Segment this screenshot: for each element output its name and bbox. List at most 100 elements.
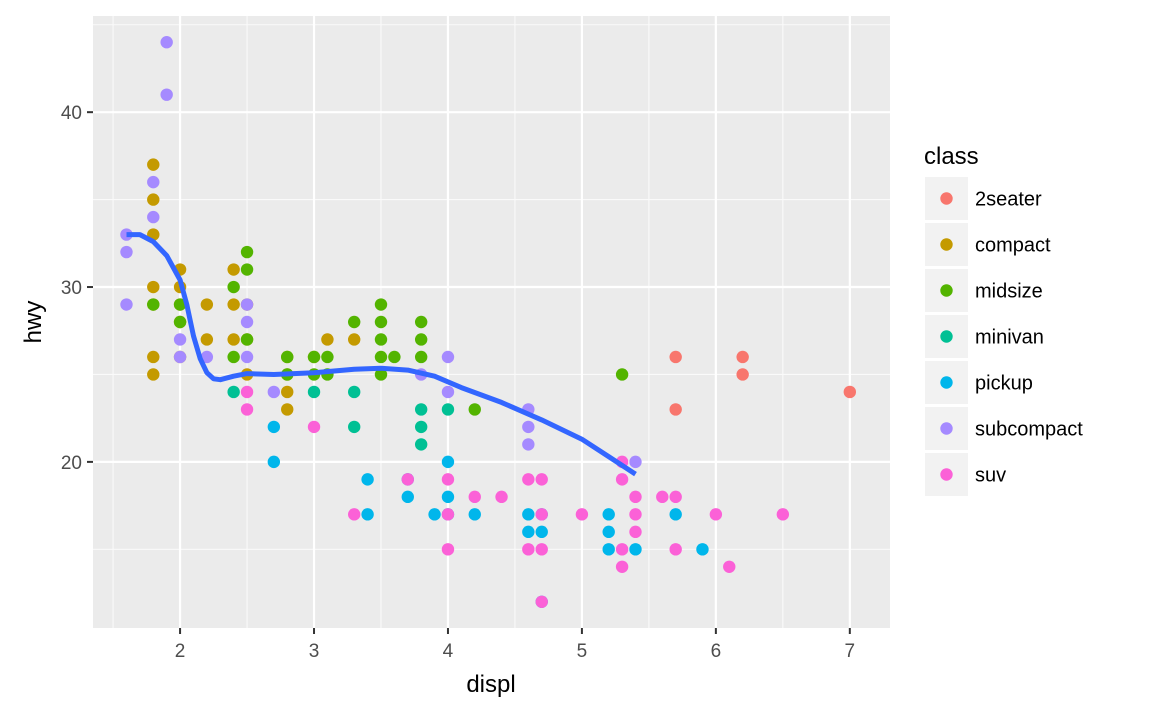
data-point-pickup xyxy=(441,490,455,504)
data-point-pickup xyxy=(522,525,535,539)
data-point-midsize xyxy=(240,245,254,259)
data-point-suv xyxy=(441,473,455,486)
legend-label-2seater: 2seater xyxy=(975,189,1042,211)
data-point-midsize xyxy=(281,350,294,364)
legend-label-suv: suv xyxy=(975,465,1006,487)
data-point-compact xyxy=(281,385,294,399)
data-point-subcompact xyxy=(522,420,535,434)
data-point-pickup xyxy=(522,508,535,521)
data-point-midsize xyxy=(173,315,187,329)
y-tick-label: 40 xyxy=(61,103,82,124)
data-point-compact xyxy=(227,298,240,311)
data-point-midsize xyxy=(615,368,629,381)
data-point-minivan xyxy=(414,438,428,451)
x-tick-label: 2 xyxy=(175,641,186,662)
data-point-midsize xyxy=(374,298,388,311)
data-point-subcompact xyxy=(629,455,642,469)
x-tick-label: 5 xyxy=(577,641,588,662)
data-point-pickup xyxy=(602,543,615,556)
data-point-pickup xyxy=(629,543,642,556)
data-point-subcompact xyxy=(173,350,187,364)
x-axis: 2 3 4 5 6 7 xyxy=(175,628,855,662)
data-point-suv xyxy=(535,508,548,521)
data-point-subcompact xyxy=(240,298,254,311)
legend-label-subcompact: subcompact xyxy=(975,419,1083,441)
data-point-suv xyxy=(575,508,589,521)
data-point-2seater xyxy=(843,385,857,399)
data-point-minivan xyxy=(441,403,455,416)
plot-panel xyxy=(93,16,890,628)
x-tick-label: 6 xyxy=(711,641,722,662)
data-point-minivan xyxy=(348,385,361,399)
data-point-subcompact xyxy=(160,36,173,49)
data-point-midsize xyxy=(348,315,361,329)
data-point-suv xyxy=(441,543,455,556)
data-point-pickup xyxy=(441,455,455,469)
data-point-midsize xyxy=(147,298,160,311)
data-point-compact xyxy=(348,333,361,346)
data-point-compact xyxy=(147,368,160,381)
data-point-midsize xyxy=(414,350,428,364)
data-point-compact xyxy=(147,350,160,364)
y-tick-label: 20 xyxy=(61,453,82,474)
data-point-subcompact xyxy=(240,315,254,329)
data-point-compact xyxy=(200,333,214,346)
legend-items: 2seater compact midsize minivan pickup subcom… xyxy=(925,177,1083,496)
data-point-midsize xyxy=(173,298,187,311)
data-point-pickup xyxy=(535,525,548,539)
data-point-subcompact xyxy=(120,245,133,259)
data-point-suv xyxy=(669,543,682,556)
data-point-pickup xyxy=(267,420,281,434)
data-point-minivan xyxy=(227,385,240,399)
data-point-suv xyxy=(656,490,669,504)
legend-label-midsize: midsize xyxy=(975,281,1043,303)
data-point-subcompact xyxy=(267,385,281,399)
data-point-suv xyxy=(240,403,254,416)
x-tick-label: 3 xyxy=(309,641,320,662)
data-point-suv xyxy=(615,543,629,556)
legend-marker-pickup xyxy=(940,376,953,389)
data-point-midsize xyxy=(374,350,388,364)
data-point-pickup xyxy=(602,525,615,539)
data-point-pickup xyxy=(602,508,615,521)
data-point-midsize xyxy=(240,263,254,276)
smooth-trend-line xyxy=(126,232,637,477)
data-point-midsize xyxy=(374,368,388,381)
data-point-suv xyxy=(240,385,254,399)
data-point-subcompact xyxy=(441,350,455,364)
data-points xyxy=(120,36,857,608)
data-point-compact xyxy=(200,298,214,311)
legend-marker-minivan xyxy=(940,330,953,343)
data-point-suv xyxy=(522,473,535,486)
data-point-subcompact xyxy=(200,350,214,364)
data-point-suv xyxy=(401,473,414,486)
data-point-subcompact xyxy=(147,175,160,189)
data-point-suv xyxy=(723,560,736,573)
data-point-pickup xyxy=(401,490,414,504)
data-point-subcompact xyxy=(240,350,254,364)
data-point-suv xyxy=(615,560,629,573)
data-point-midsize xyxy=(414,333,428,346)
data-point-compact xyxy=(227,263,240,276)
data-point-minivan xyxy=(307,385,321,399)
legend-marker-subcompact xyxy=(940,422,953,435)
legend-label-minivan: minivan xyxy=(975,327,1044,349)
y-axis-title: hwy xyxy=(20,301,47,344)
data-point-subcompact xyxy=(522,438,535,451)
x-tick-label: 4 xyxy=(443,641,454,662)
data-point-pickup xyxy=(361,473,374,486)
legend: class 2seater compact midsize minivan pickup… xyxy=(924,143,1083,496)
data-point-midsize xyxy=(468,403,481,416)
x-axis-title: displ xyxy=(466,671,515,698)
data-point-subcompact xyxy=(120,228,133,241)
legend-label-pickup: pickup xyxy=(975,373,1033,395)
x-tick-label: 7 xyxy=(845,641,856,662)
data-point-pickup xyxy=(468,508,481,521)
y-axis: 20 30 40 xyxy=(61,103,93,474)
data-point-pickup xyxy=(361,508,374,521)
data-point-suv xyxy=(629,490,642,504)
legend-marker-compact xyxy=(940,238,953,251)
data-point-suv xyxy=(669,490,682,504)
data-point-suv xyxy=(615,473,629,486)
